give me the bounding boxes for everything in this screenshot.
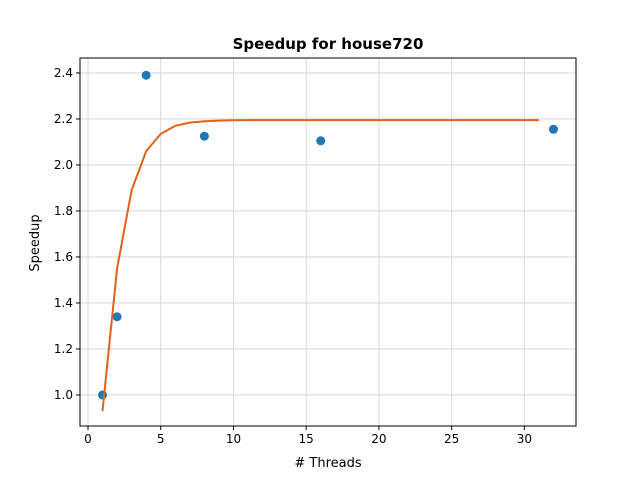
scatter-point (199, 131, 209, 141)
y-tick-label: 1.0 (54, 388, 73, 402)
axes-frame (79, 57, 577, 427)
scatter-point (316, 136, 326, 146)
scatter-point (548, 124, 558, 134)
x-tick-label: 30 (517, 432, 532, 446)
chart-title: Speedup for house720 (233, 35, 424, 53)
scatter-point (141, 70, 151, 80)
y-tick-label: 1.6 (54, 250, 73, 264)
scatter-point (112, 312, 122, 322)
x-tick-label: 5 (157, 432, 165, 446)
x-tick-label: 10 (226, 432, 241, 446)
x-tick-label: 0 (84, 432, 92, 446)
y-tick-label: 1.8 (54, 204, 73, 218)
y-tick-label: 1.2 (54, 342, 73, 356)
fit-curve-line (101, 119, 539, 412)
y-axis-label: Speedup (28, 214, 43, 271)
scatter-point (98, 390, 108, 400)
x-tick-label: 20 (371, 432, 386, 446)
x-tick-label: 15 (299, 432, 314, 446)
x-axis-label: # Threads (294, 456, 361, 471)
x-tick-label: 25 (444, 432, 459, 446)
axis-ticks: 0 5 10 15 20 25 30 1.0 1.2 1.4 1.6 1.8 2.0 2.2 2.4 (54, 66, 532, 446)
y-tick-label: 1.4 (54, 296, 73, 310)
y-tick-label: 2.0 (54, 158, 73, 172)
plot-area (98, 70, 558, 412)
y-tick-label: 2.4 (54, 66, 73, 80)
y-tick-label: 2.2 (54, 112, 73, 126)
